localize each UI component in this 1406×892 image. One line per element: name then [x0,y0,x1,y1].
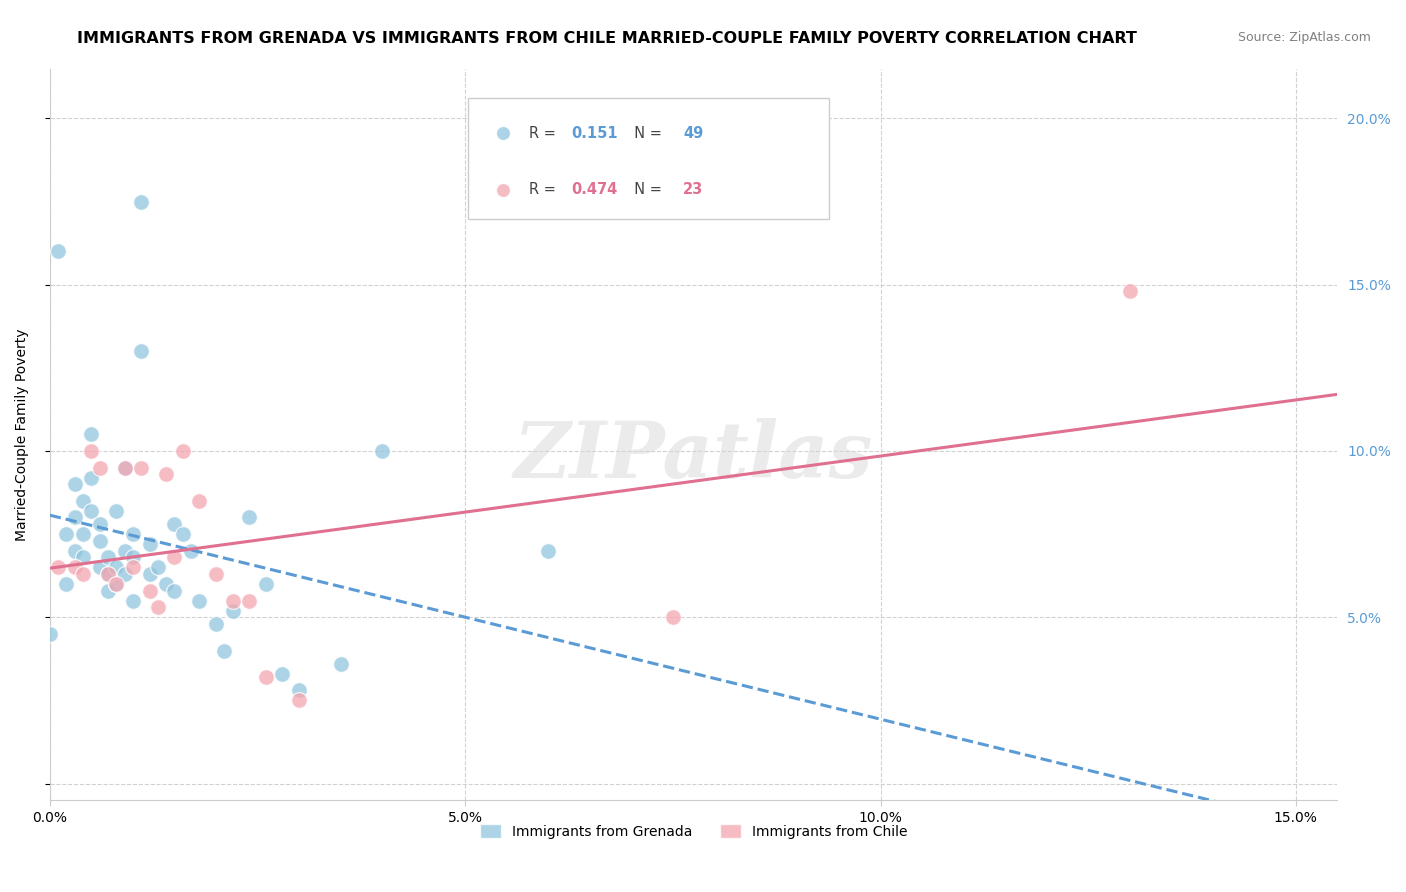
Point [371,444,394,458]
Point [97,567,120,582]
Point [114,460,136,475]
Point [72,550,94,565]
Point [105,560,128,574]
Point [146,600,169,615]
Point [46,244,69,259]
Legend: Immigrants from Grenada, Immigrants from Chile: Immigrants from Grenada, Immigrants from… [474,819,912,845]
Point [138,537,160,551]
Point [122,593,145,607]
Point [63,560,86,574]
Point [163,517,186,532]
Point [105,577,128,591]
Point [1119,285,1142,299]
Point [172,527,194,541]
Point [46,560,69,574]
Point [122,550,145,565]
FancyBboxPatch shape [468,98,828,219]
Point [288,683,311,698]
Point [129,344,152,359]
Point [172,444,194,458]
Text: Source: ZipAtlas.com: Source: ZipAtlas.com [1237,31,1371,45]
Point [97,583,120,598]
Point [80,444,103,458]
Point [188,593,211,607]
Point [254,577,277,591]
Point [89,533,111,548]
Point [55,577,77,591]
Point [129,194,152,209]
Point [105,577,128,591]
Point [146,560,169,574]
Point [38,627,60,641]
Point [155,577,177,591]
Point [114,567,136,582]
Point [80,504,103,518]
Point [105,504,128,518]
Point [80,427,103,442]
Point [89,560,111,574]
Text: IMMIGRANTS FROM GRENADA VS IMMIGRANTS FROM CHILE MARRIED-COUPLE FAMILY POVERTY C: IMMIGRANTS FROM GRENADA VS IMMIGRANTS FR… [77,31,1137,46]
Point [63,477,86,491]
Point [80,470,103,484]
Point [72,494,94,508]
Point [72,527,94,541]
Point [138,583,160,598]
Point [114,460,136,475]
Text: 0.151: 0.151 [571,126,617,141]
Point [97,550,120,565]
Point [122,527,145,541]
Point [89,460,111,475]
Text: ZIPatlas: ZIPatlas [515,418,873,494]
Point [221,604,243,618]
Text: N =: N = [626,126,666,141]
Point [138,567,160,582]
Point [114,543,136,558]
Point [205,567,228,582]
Point [238,593,260,607]
Point [163,550,186,565]
Point [662,610,685,624]
Point [155,467,177,482]
Point [537,543,560,558]
Text: 49: 49 [683,126,703,141]
Point [129,460,152,475]
Point [55,527,77,541]
Point [271,666,294,681]
Point [97,567,120,582]
Point [221,593,243,607]
Y-axis label: Married-Couple Family Poverty: Married-Couple Family Poverty [15,328,30,541]
Point [63,543,86,558]
Point [122,560,145,574]
Text: N =: N = [626,182,666,197]
Text: 0.474: 0.474 [571,182,617,197]
Point [163,583,186,598]
Point [329,657,352,671]
Point [238,510,260,524]
Point [205,616,228,631]
Text: R =: R = [529,126,561,141]
Point [63,510,86,524]
Point [188,494,211,508]
Point [214,643,236,657]
Point [254,670,277,684]
Text: 23: 23 [683,182,703,197]
Point [72,567,94,582]
Text: R =: R = [529,182,561,197]
Point [89,517,111,532]
Point [180,543,202,558]
Point [288,693,311,707]
